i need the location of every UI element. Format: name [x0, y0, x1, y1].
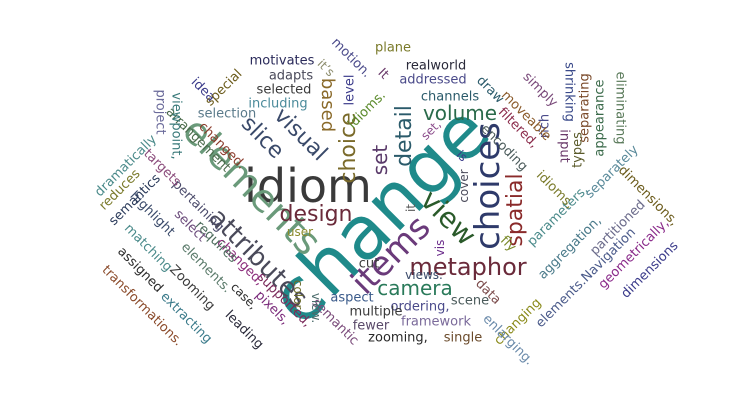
word-set: set: [368, 144, 392, 176]
word-addressed: addressed: [399, 72, 467, 88]
word-viewpoint: viewpoint,: [168, 92, 184, 160]
word-metaphor: metaphor: [409, 253, 527, 281]
word-project: project: [152, 89, 168, 135]
word-cover: cover: [457, 169, 471, 203]
word-design: design: [279, 202, 353, 227]
word-motion: motion.: [328, 35, 374, 81]
word-including: including: [248, 96, 308, 112]
word-scene: scene: [450, 293, 490, 309]
word-fewer: fewer: [352, 318, 390, 334]
word-detail: detail: [392, 105, 417, 167]
word-eliminating: eliminating: [612, 71, 628, 145]
word-it-cap: It: [374, 65, 392, 83]
word-vis: vis: [433, 239, 447, 257]
word-ordering: ordering,: [390, 299, 450, 315]
word-framework: framework: [400, 314, 472, 330]
word-cut: cut: [358, 256, 380, 272]
word-leading: leading: [221, 307, 267, 353]
word-selection: selection: [197, 106, 257, 122]
word-it: it: [404, 203, 418, 213]
word-idioms-comma: idioms,: [533, 168, 577, 212]
word-types: types: [570, 132, 586, 168]
word-simply: simply: [519, 69, 561, 111]
word-plane: plane: [374, 40, 412, 56]
word-single: single: [443, 330, 483, 346]
word-level: level: [342, 74, 358, 106]
word-its: it’s: [314, 56, 338, 80]
word-views: views.: [405, 268, 443, 282]
word-channels: channels: [420, 89, 480, 105]
word-appearance: appearance: [592, 79, 608, 157]
word-camera: camera: [377, 276, 453, 300]
word-adapts: adapts: [268, 68, 314, 84]
word-volume: volume: [422, 101, 498, 125]
word-user: user: [286, 225, 314, 239]
word-selected: selected: [256, 82, 312, 98]
word-motivates: motivates: [249, 53, 315, 69]
word-shrinking: shrinking: [561, 62, 577, 122]
word-input: input: [556, 129, 572, 163]
word-realworld: realworld: [405, 58, 467, 74]
word-aspect: aspect: [330, 290, 374, 306]
word-idiom: idiom: [244, 159, 372, 213]
word-zooming: zooming,: [368, 330, 428, 346]
word-based: based: [317, 77, 338, 133]
word-multiple: multiple: [349, 304, 403, 320]
